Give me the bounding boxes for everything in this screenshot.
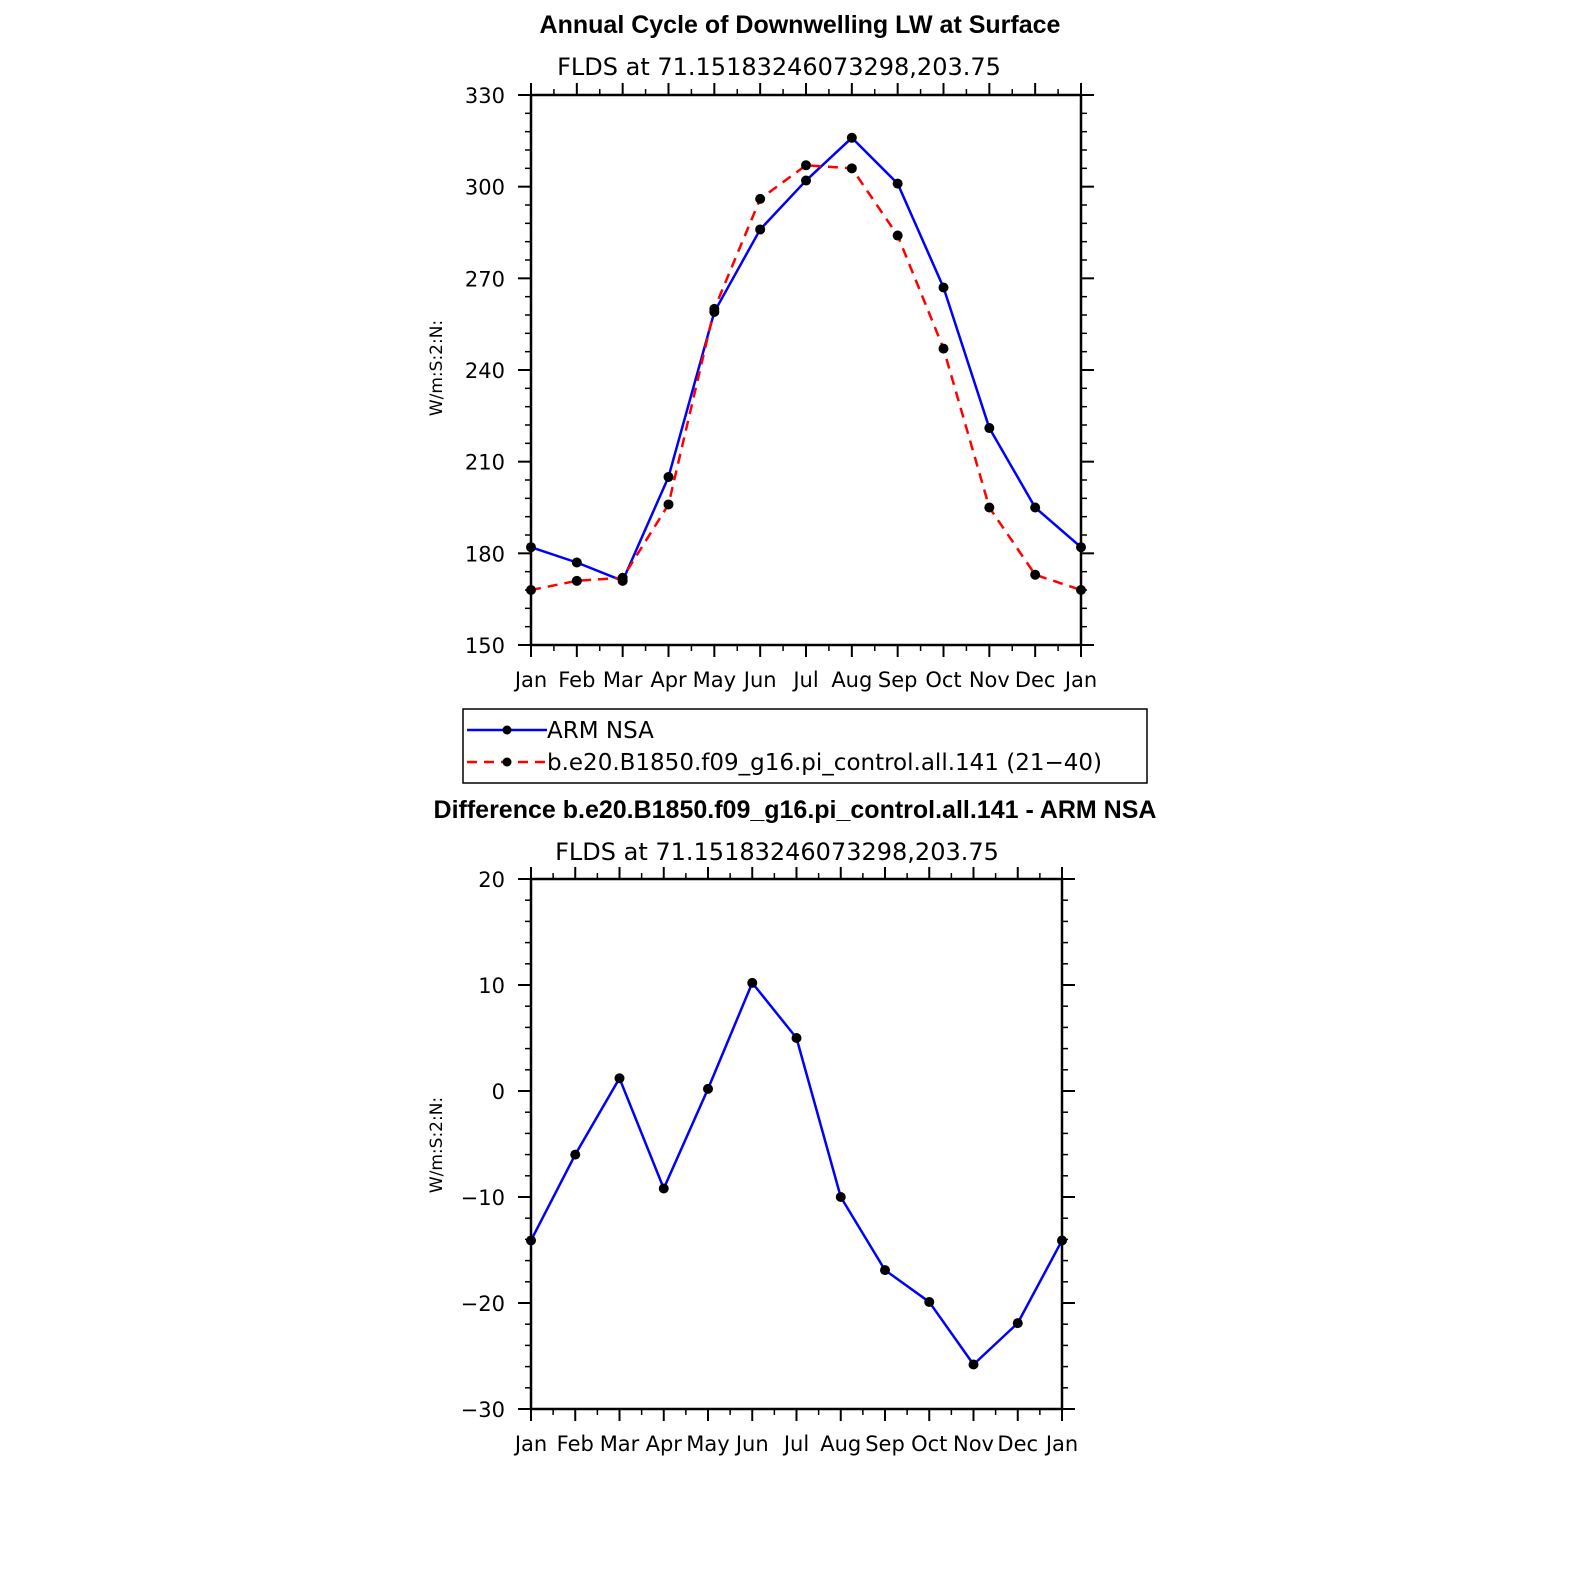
chart2-ylabel: W/m:S:2:N: [427, 1097, 447, 1193]
chart2-title: Difference b.e20.B1850.f09_g16.pi_contro… [434, 796, 1157, 824]
chart2-frame [529, 877, 1064, 1411]
chart2-plot: Jan Feb Mar Apr May Jun Jul Aug Sep Oct Nov Dec Jan−… [461, 867, 1078, 1456]
chart1-series-2-point [526, 585, 536, 595]
chart2-series-1-point [703, 1083, 713, 1094]
chart2-xtick-label: Nov [953, 1432, 994, 1456]
chart2-xtick-label: Aug [820, 1432, 861, 1456]
chart1-series-2-point [755, 193, 766, 204]
chart2-xtick-label: Jan [1044, 1432, 1078, 1456]
chart1-series-2-point [1076, 585, 1086, 595]
chart1-series-2-point [663, 499, 674, 510]
chart1-ytick-label: 240 [465, 359, 505, 383]
chart1-plot: Jan Feb Mar Apr May Jun Jul Aug Sep Oct Nov Dec Jan 1… [465, 83, 1097, 692]
chart1-series-2-line [530, 164, 1082, 592]
chart1-ytick-label: 270 [465, 267, 505, 291]
chart1-xtick-label: May [693, 668, 736, 692]
chart1-series-1-point [938, 282, 949, 293]
chart1-series-2-point [984, 502, 995, 513]
chart2-xtick-label: Feb [557, 1432, 594, 1456]
chart2-xtick-label: Jul [782, 1432, 809, 1456]
chart1-series-2-point [801, 160, 811, 171]
chart1-ytick-label: 180 [465, 542, 505, 566]
chart1-series-1-line [530, 136, 1082, 583]
chart1-ytick-label: 300 [465, 176, 505, 200]
chart2-series-1-point [835, 1192, 846, 1202]
chart2-series-1-point [614, 1073, 625, 1084]
chart1-series-1-point [755, 224, 766, 235]
chart1-ylabel: W/m:S:2:N: [427, 320, 447, 416]
chart2-ytick-label: 20 [478, 868, 505, 892]
chart2-series-1-point [747, 977, 758, 988]
chart1-series-2-point [846, 163, 857, 174]
chart1-ytick-label: 150 [465, 634, 505, 658]
chart2-xtick-label: Dec [997, 1432, 1038, 1456]
chart1-xtick-label: Nov [969, 668, 1010, 692]
chart1-xtick-label: Mar [603, 668, 643, 692]
chart1-subtitle: FLDS at 71.15183246073298,203.75 [557, 53, 1001, 81]
legend-marker-2 [502, 757, 512, 767]
legend-marker-1 [502, 725, 512, 735]
chart2-series-1-point [658, 1183, 669, 1194]
chart2-ytick-label: −20 [461, 1292, 505, 1316]
chart2-series-1-point [880, 1265, 890, 1276]
chart2-xtick-label: Jun [734, 1432, 769, 1456]
chart1-xtick-label: Jan [1063, 668, 1097, 692]
chart1-series-2-point [709, 303, 720, 314]
chart1-series-2-point [617, 572, 628, 583]
legend-label-1: ARM NSA [547, 718, 654, 744]
chart2-series-1-point [1057, 1235, 1067, 1246]
chart1-ytick-label: 330 [465, 84, 505, 108]
chart1-series-1-point [571, 557, 582, 568]
chart2-series-1-point [791, 1033, 802, 1043]
chart1-xtick-label: Sep [878, 668, 918, 692]
chart1-series-1-point [984, 423, 995, 434]
chart1-xtick-label: Feb [558, 668, 595, 692]
chart1-series-2-point [892, 230, 903, 241]
chart2-series-1-point [570, 1149, 581, 1160]
chart2-ytick-label: 0 [492, 1080, 505, 1104]
chart1-xtick-label: Jul [791, 668, 818, 692]
chart1-xtick-label: Jun [742, 668, 777, 692]
chart2-xtick-label: Apr [646, 1432, 683, 1456]
chart1-ytick-label: 210 [465, 451, 505, 475]
chart2-ytick-label: −10 [461, 1186, 505, 1210]
chart1-series-1-point [663, 471, 674, 482]
chart2-series-1-point [924, 1296, 935, 1307]
chart2-ytick-label: −30 [461, 1398, 505, 1422]
chart1-series-1-point [892, 178, 903, 189]
chart1-series-1-point [801, 175, 811, 186]
chart1-series-1-point [846, 132, 857, 143]
chart2-ytick-label: 10 [478, 974, 505, 998]
chart2-series-1-point [1012, 1318, 1023, 1329]
legend-box [462, 708, 1148, 784]
chart1-xtick-label: Jan [513, 668, 547, 692]
chart1-xtick-label: Oct [925, 668, 961, 692]
chart1-xtick-label: Apr [650, 668, 687, 692]
chart2-series-1-point [526, 1235, 536, 1246]
chart1-title: Annual Cycle of Downwelling LW at Surfac… [540, 11, 1061, 39]
chart2-xtick-label: Oct [911, 1432, 947, 1456]
chart2-series-1-point [968, 1359, 979, 1370]
chart2-xtick-label: Jan [513, 1432, 547, 1456]
chart1-series-1-point [1030, 502, 1041, 513]
chart1-series-1-point [526, 542, 536, 553]
chart1-xtick-label: Aug [831, 668, 872, 692]
chart1-series-2-point [1030, 569, 1041, 580]
chart2-xtick-label: May [686, 1432, 729, 1456]
chart1-series-2-point [938, 343, 949, 354]
chart1-legend: ARM NSA b.e20.B1850.f09_g16.pi_control.a… [462, 708, 1148, 784]
chart2-xtick-label: Sep [865, 1432, 905, 1456]
chart1-xtick-label: Dec [1015, 668, 1056, 692]
legend-label-2: b.e20.B1850.f09_g16.pi_control.all.141 (… [547, 750, 1102, 776]
chart1-series-2-point [571, 575, 582, 586]
chart2-subtitle: FLDS at 71.15183246073298,203.75 [555, 838, 999, 866]
chart1-series-1-point [1076, 542, 1086, 553]
chart2-xtick-label: Mar [600, 1432, 640, 1456]
